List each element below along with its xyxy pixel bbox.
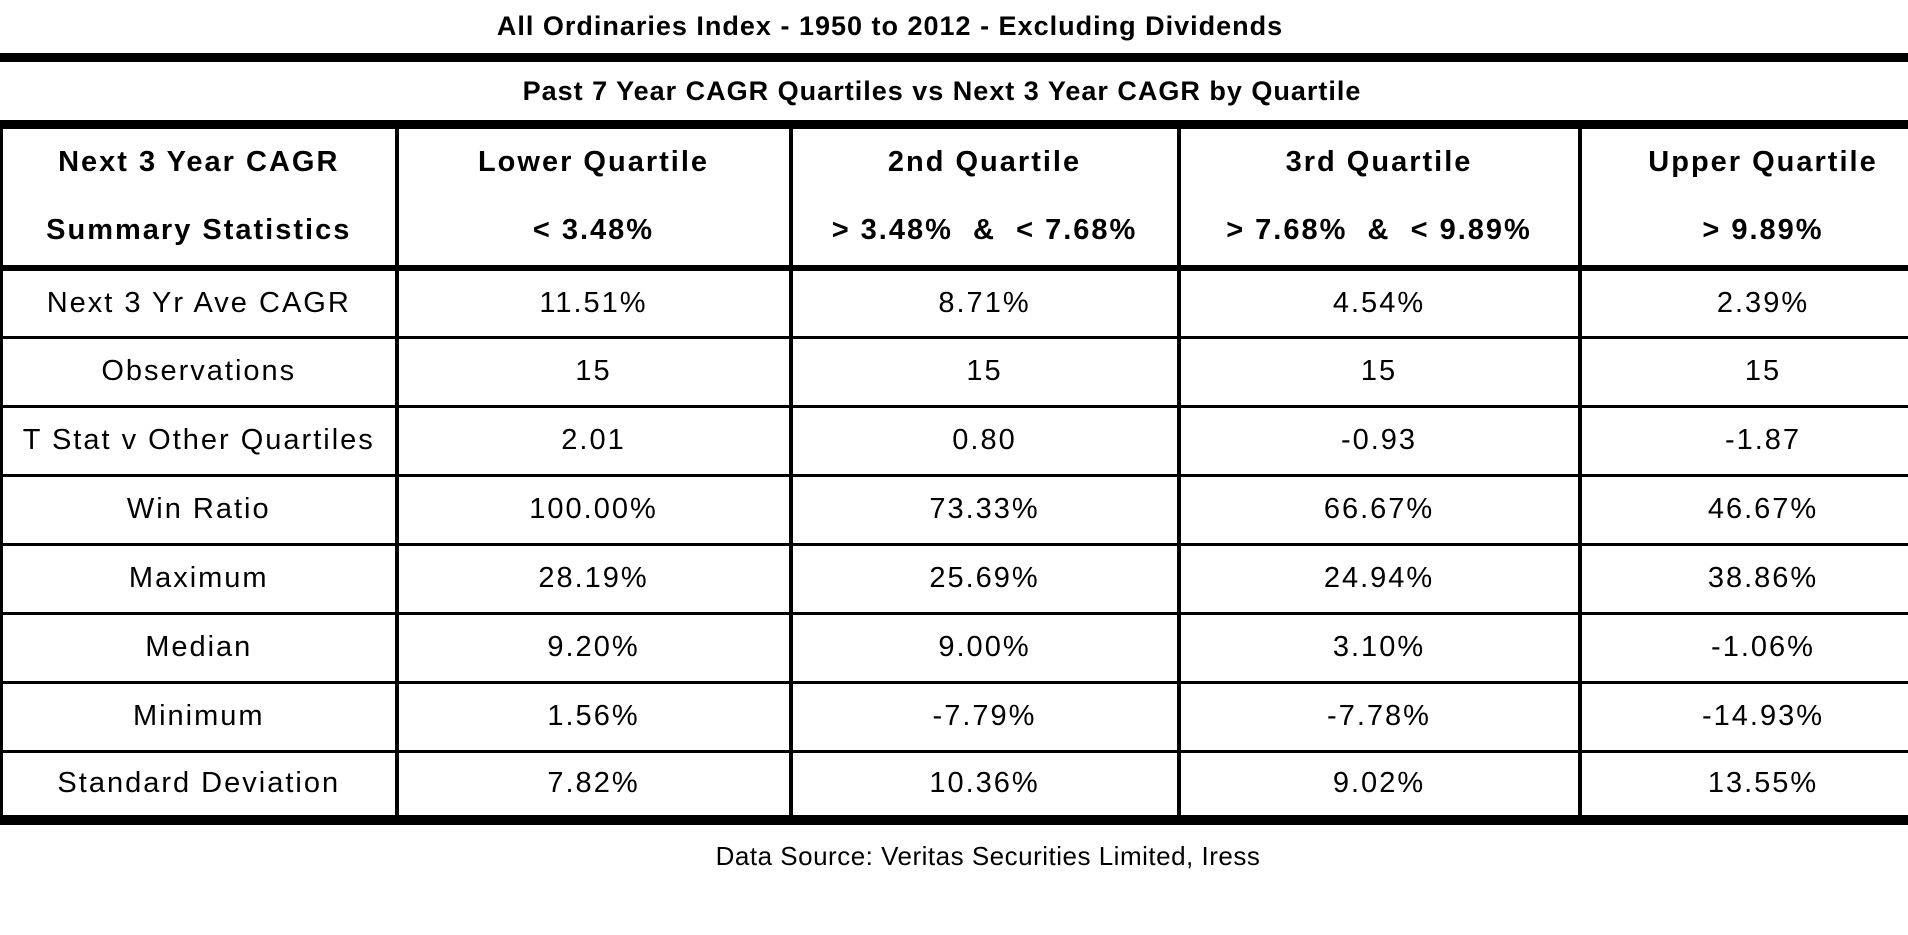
cell-value: 15 bbox=[396, 337, 793, 408]
row-label: Observations bbox=[1, 337, 399, 408]
header-line2: Summary Statistics bbox=[46, 214, 352, 246]
cell-value: 66.67% bbox=[1178, 475, 1582, 546]
header-line1: 2nd Quartile bbox=[887, 146, 1082, 178]
header-cell-upper-quartile: Upper Quartile > 9.89% bbox=[1579, 129, 1908, 271]
cell-value: 10.36% bbox=[790, 751, 1181, 825]
cell-value: 15 bbox=[1579, 337, 1908, 408]
cell-value: 4.54% bbox=[1178, 268, 1582, 339]
header-line1: 3rd Quartile bbox=[1285, 146, 1473, 178]
header-line2: > 9.89% bbox=[1702, 214, 1824, 246]
cell-value: -14.93% bbox=[1579, 682, 1908, 753]
cell-value: 8.71% bbox=[790, 268, 1181, 339]
header-row: Next 3 Year CAGR Summary Statistics Lowe… bbox=[1, 129, 1908, 271]
cell-value: 13.55% bbox=[1579, 751, 1908, 825]
table-body: Next 3 Yr Ave CAGR 11.51% 8.71% 4.54% 2.… bbox=[1, 268, 1908, 825]
cell-value: 25.69% bbox=[790, 544, 1181, 615]
cell-value: 3.10% bbox=[1178, 613, 1582, 684]
cell-value: 24.94% bbox=[1178, 544, 1582, 615]
table-container: Next 3 Year CAGR Summary Statistics Lowe… bbox=[0, 129, 1908, 825]
row-label: Maximum bbox=[1, 544, 399, 615]
cell-value: 38.86% bbox=[1579, 544, 1908, 615]
header-cell-summary-statistics: Next 3 Year CAGR Summary Statistics bbox=[1, 129, 399, 271]
cell-value: 9.20% bbox=[396, 613, 793, 684]
table-row: T Stat v Other Quartiles 2.01 0.80 -0.93… bbox=[1, 406, 1908, 477]
table-row: Minimum 1.56% -7.79% -7.78% -14.93% bbox=[1, 682, 1908, 753]
table-row: Standard Deviation 7.82% 10.36% 9.02% 13… bbox=[1, 751, 1908, 825]
cell-value: 0.80 bbox=[790, 406, 1181, 477]
cell-value: 100.00% bbox=[396, 475, 793, 546]
header-line1: Upper Quartile bbox=[1648, 146, 1878, 178]
row-label: Minimum bbox=[1, 682, 399, 753]
stats-table: Next 3 Year CAGR Summary Statistics Lowe… bbox=[0, 129, 1908, 825]
table-row: Next 3 Yr Ave CAGR 11.51% 8.71% 4.54% 2.… bbox=[1, 268, 1908, 339]
header-line2: < 3.48% bbox=[532, 214, 655, 246]
cell-value: -7.78% bbox=[1178, 682, 1582, 753]
cell-value: 11.51% bbox=[396, 268, 793, 339]
table-row: Observations 15 15 15 15 bbox=[1, 337, 1908, 408]
header-cell-lower-quartile: Lower Quartile < 3.48% bbox=[396, 129, 793, 271]
table-header: Next 3 Year CAGR Summary Statistics Lowe… bbox=[1, 129, 1908, 271]
cell-value: -7.79% bbox=[790, 682, 1181, 753]
cell-value: 28.19% bbox=[396, 544, 793, 615]
table-row: Median 9.20% 9.00% 3.10% -1.06% bbox=[1, 613, 1908, 684]
cell-value: 2.39% bbox=[1579, 268, 1908, 339]
cell-value: 15 bbox=[790, 337, 1181, 408]
row-label: Win Ratio bbox=[1, 475, 399, 546]
footer-band: Data Source: Veritas Securities Limited,… bbox=[0, 839, 1908, 873]
header-line1: Lower Quartile bbox=[477, 146, 710, 178]
cell-value: 7.82% bbox=[396, 751, 793, 825]
cell-value: 15 bbox=[1178, 337, 1582, 408]
page-title: All Ordinaries Index - 1950 to 2012 - Ex… bbox=[496, 11, 1284, 41]
cell-value: 46.67% bbox=[1579, 475, 1908, 546]
cell-value: 1.56% bbox=[396, 682, 793, 753]
cell-value: 2.01 bbox=[396, 406, 793, 477]
data-source-note: Data Source: Veritas Securities Limited,… bbox=[715, 840, 1261, 871]
cell-value: -0.93 bbox=[1178, 406, 1582, 477]
row-label: T Stat v Other Quartiles bbox=[1, 406, 399, 477]
header-cell-2nd-quartile: 2nd Quartile > 3.48% & < 7.68% bbox=[790, 129, 1181, 271]
cell-value: -1.87 bbox=[1579, 406, 1908, 477]
cell-value: 73.33% bbox=[790, 475, 1181, 546]
row-label: Median bbox=[1, 613, 399, 684]
subtitle-band: Past 7 Year CAGR Quartiles vs Next 3 Yea… bbox=[0, 62, 1908, 129]
header-line2: > 3.48% & < 7.68% bbox=[831, 214, 1138, 246]
cell-value: -1.06% bbox=[1579, 613, 1908, 684]
table-row: Maximum 28.19% 25.69% 24.94% 38.86% bbox=[1, 544, 1908, 615]
table-row: Win Ratio 100.00% 73.33% 66.67% 46.67% bbox=[1, 475, 1908, 546]
header-cell-3rd-quartile: 3rd Quartile > 7.68% & < 9.89% bbox=[1178, 129, 1582, 271]
cell-value: 9.02% bbox=[1178, 751, 1582, 825]
title-band: All Ordinaries Index - 1950 to 2012 - Ex… bbox=[0, 0, 1908, 62]
header-line2: > 7.68% & < 9.89% bbox=[1226, 214, 1532, 246]
page-subtitle: Past 7 Year CAGR Quartiles vs Next 3 Yea… bbox=[522, 75, 1362, 106]
row-label: Standard Deviation bbox=[1, 751, 399, 825]
row-label: Next 3 Yr Ave CAGR bbox=[1, 268, 399, 339]
header-line1: Next 3 Year CAGR bbox=[58, 146, 340, 178]
cell-value: 9.00% bbox=[790, 613, 1181, 684]
